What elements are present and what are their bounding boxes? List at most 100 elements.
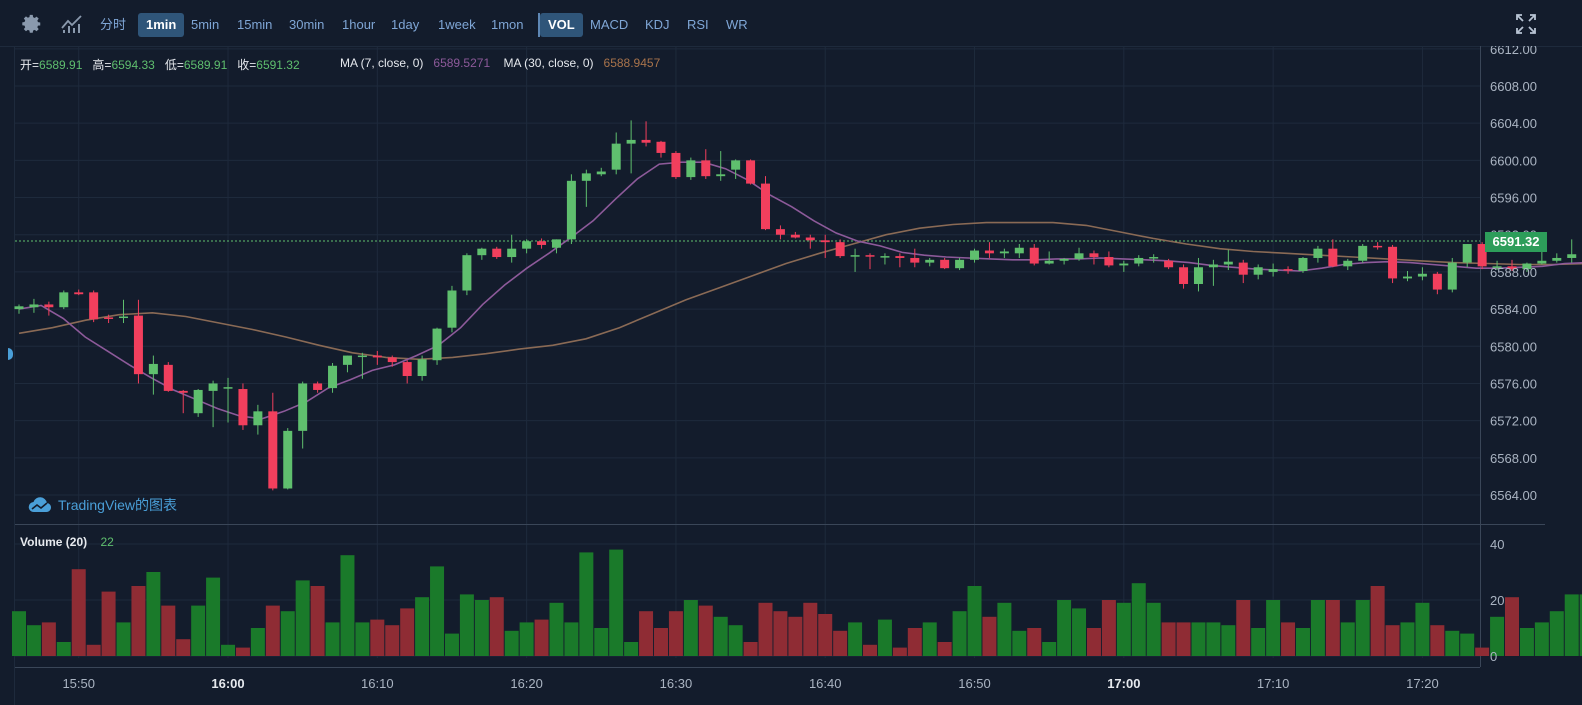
volume-bar [370, 619, 385, 656]
volume-bar [489, 597, 504, 656]
candle-body [1567, 254, 1577, 258]
volume-bar [997, 602, 1012, 656]
volume-bar [982, 616, 997, 656]
indicator-kdj-button[interactable]: KDJ [645, 17, 670, 32]
candle-body [1268, 269, 1278, 272]
candle-body [328, 365, 338, 389]
candle-body [223, 387, 233, 389]
volume-bar [818, 614, 833, 656]
volume-bar [1191, 622, 1206, 656]
volume-bar [1400, 622, 1415, 656]
volume-bar [310, 586, 325, 656]
volume-bar [1564, 594, 1579, 656]
volume-bar [1131, 583, 1146, 656]
interval-15min-button[interactable]: 15min [237, 17, 273, 32]
ma7-value: 6589.5271 [433, 56, 491, 70]
price-tick-label: 6576.00 [1490, 376, 1537, 391]
interval-分时-button[interactable]: 分时 [100, 17, 127, 32]
volume-bar [952, 611, 967, 656]
candle-body [910, 257, 920, 263]
volume-bar [325, 622, 340, 656]
volume-bar [1355, 600, 1370, 656]
volume-bar [922, 622, 937, 656]
candle-body [835, 242, 845, 257]
candle-body [208, 383, 218, 391]
candle-body [551, 239, 561, 248]
interval-1hour-button[interactable]: 1hour [342, 17, 376, 32]
candle-body [1298, 257, 1308, 271]
volume-bar [101, 591, 116, 656]
candle-body [283, 430, 293, 489]
price-tick-label: 6612.00 [1490, 46, 1537, 57]
volume-label: Volume (20) [20, 535, 88, 549]
fullscreen-icon[interactable] [1514, 12, 1538, 36]
indicator-wr-button[interactable]: WR [726, 17, 748, 32]
volume-bar [430, 566, 445, 656]
candle-body [1552, 257, 1562, 261]
volume-bar [758, 602, 773, 656]
interval-30min-button[interactable]: 30min [289, 17, 325, 32]
candle-body [984, 250, 994, 254]
volume-bar [1415, 602, 1430, 656]
last-price-tag: 6591.32 [1485, 232, 1547, 252]
chart-line-icon[interactable] [60, 12, 84, 36]
candle-body [1417, 273, 1427, 277]
volume-bar [892, 647, 907, 656]
candle-body [1462, 244, 1472, 263]
candle-body [1014, 247, 1024, 254]
candle-body [298, 383, 308, 431]
candle-body [537, 241, 547, 245]
candle-body [477, 248, 487, 256]
candle-body [716, 174, 726, 177]
volume-bar [340, 555, 355, 656]
interval-1week-button[interactable]: 1week [438, 17, 476, 32]
volume-bar [71, 569, 86, 656]
volume-bar [519, 622, 534, 656]
indicator-rsi-button[interactable]: RSI [687, 17, 709, 32]
volume-tick-label: 0 [1490, 649, 1497, 664]
volume-bar [773, 611, 788, 656]
low-value: 6589.91 [183, 58, 228, 72]
interval-1day-button[interactable]: 1day [391, 17, 420, 32]
interval-1min-button[interactable]: 1min [138, 13, 185, 37]
volume-bar [1430, 625, 1445, 656]
candle-body [790, 234, 800, 238]
candle-body [372, 355, 382, 358]
volume-bar [1027, 628, 1042, 656]
candle-body [432, 328, 442, 361]
tradingview-watermark[interactable]: TradingView的图表 [28, 495, 177, 515]
gear-icon[interactable] [20, 12, 44, 36]
candle-body [417, 359, 427, 377]
volume-bar [1072, 608, 1087, 656]
volume-bar [444, 633, 459, 656]
volume-bar [1266, 600, 1281, 656]
volume-bar [504, 630, 519, 656]
volume-bar [250, 628, 265, 656]
volume-bar [1549, 611, 1564, 656]
candle-body [313, 383, 323, 390]
volume-bar [639, 611, 654, 656]
interval-1mon-button[interactable]: 1mon [491, 17, 524, 32]
time-tick-label: 16:40 [809, 676, 842, 691]
scroll-handle[interactable] [8, 348, 13, 360]
volume-bar [295, 580, 310, 656]
candle-body [955, 259, 965, 269]
indicator-vol-button[interactable]: VOL [540, 13, 583, 37]
candle-body [1134, 257, 1144, 264]
indicator-macd-button[interactable]: MACD [590, 17, 629, 32]
candle-body [238, 389, 248, 426]
candle-body [1238, 262, 1248, 275]
interval-5min-button[interactable]: 5min [191, 17, 220, 32]
volume-bar [86, 644, 101, 656]
volume-bar [1086, 628, 1101, 656]
candle-body [507, 248, 517, 258]
candle-body [1492, 266, 1502, 268]
candle-body [357, 355, 367, 358]
candle-body [1253, 267, 1263, 275]
volume-bar [1385, 625, 1400, 656]
candle-body [970, 250, 980, 260]
candle-body [641, 139, 651, 143]
volume-tick-label: 40 [1490, 537, 1504, 552]
candlestick-chart[interactable]: 6564.00 6568.00 6572.00 6576.00 6580.00 6584.… [0, 46, 1582, 705]
volume-bar [1057, 600, 1072, 656]
